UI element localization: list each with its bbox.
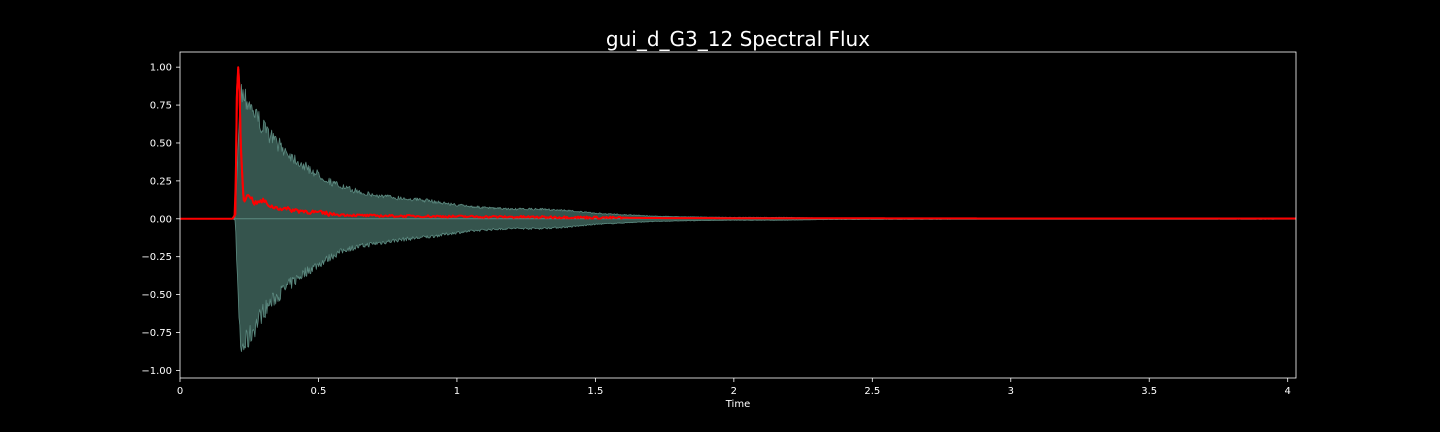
x-tick-label: 0 bbox=[177, 386, 183, 397]
y-tick-label: 0.75 bbox=[150, 101, 172, 112]
y-tick-label: 1.00 bbox=[150, 63, 172, 74]
x-tick-label: 3.5 bbox=[1141, 386, 1157, 397]
x-tick-label: 2.5 bbox=[864, 386, 880, 397]
y-tick-label: −0.25 bbox=[141, 252, 172, 263]
plot-area bbox=[180, 66, 1296, 352]
y-tick-label: −1.00 bbox=[141, 366, 172, 377]
y-tick-label: −0.75 bbox=[141, 328, 172, 339]
x-tick-label: 1 bbox=[454, 386, 460, 397]
x-tick-label: 1.5 bbox=[587, 386, 603, 397]
y-tick-label: 0.25 bbox=[150, 176, 172, 187]
y-tick-label: 0.00 bbox=[150, 214, 172, 225]
spectral-flux-line bbox=[180, 68, 1296, 220]
y-tick-label: 0.50 bbox=[150, 138, 172, 149]
x-axis: 0 0.5 1 1.5 2 2.5 3 3.5 4 bbox=[177, 378, 1291, 397]
y-axis: 1.00 0.75 0.50 0.25 0.00 −0.25 −0.50 −0.75 −1.00 bbox=[141, 63, 180, 377]
spectral-flux-peak bbox=[231, 66, 245, 220]
x-tick-label: 2 bbox=[731, 386, 737, 397]
x-axis-label: Time bbox=[725, 399, 750, 410]
x-tick-label: 4 bbox=[1285, 386, 1291, 397]
x-tick-label: 0.5 bbox=[311, 386, 327, 397]
y-tick-label: −0.50 bbox=[141, 290, 172, 301]
chart-title: gui_d_G3_12 Spectral Flux bbox=[606, 27, 870, 51]
axes-frame bbox=[179, 51, 1297, 379]
x-tick-label: 3 bbox=[1008, 386, 1014, 397]
